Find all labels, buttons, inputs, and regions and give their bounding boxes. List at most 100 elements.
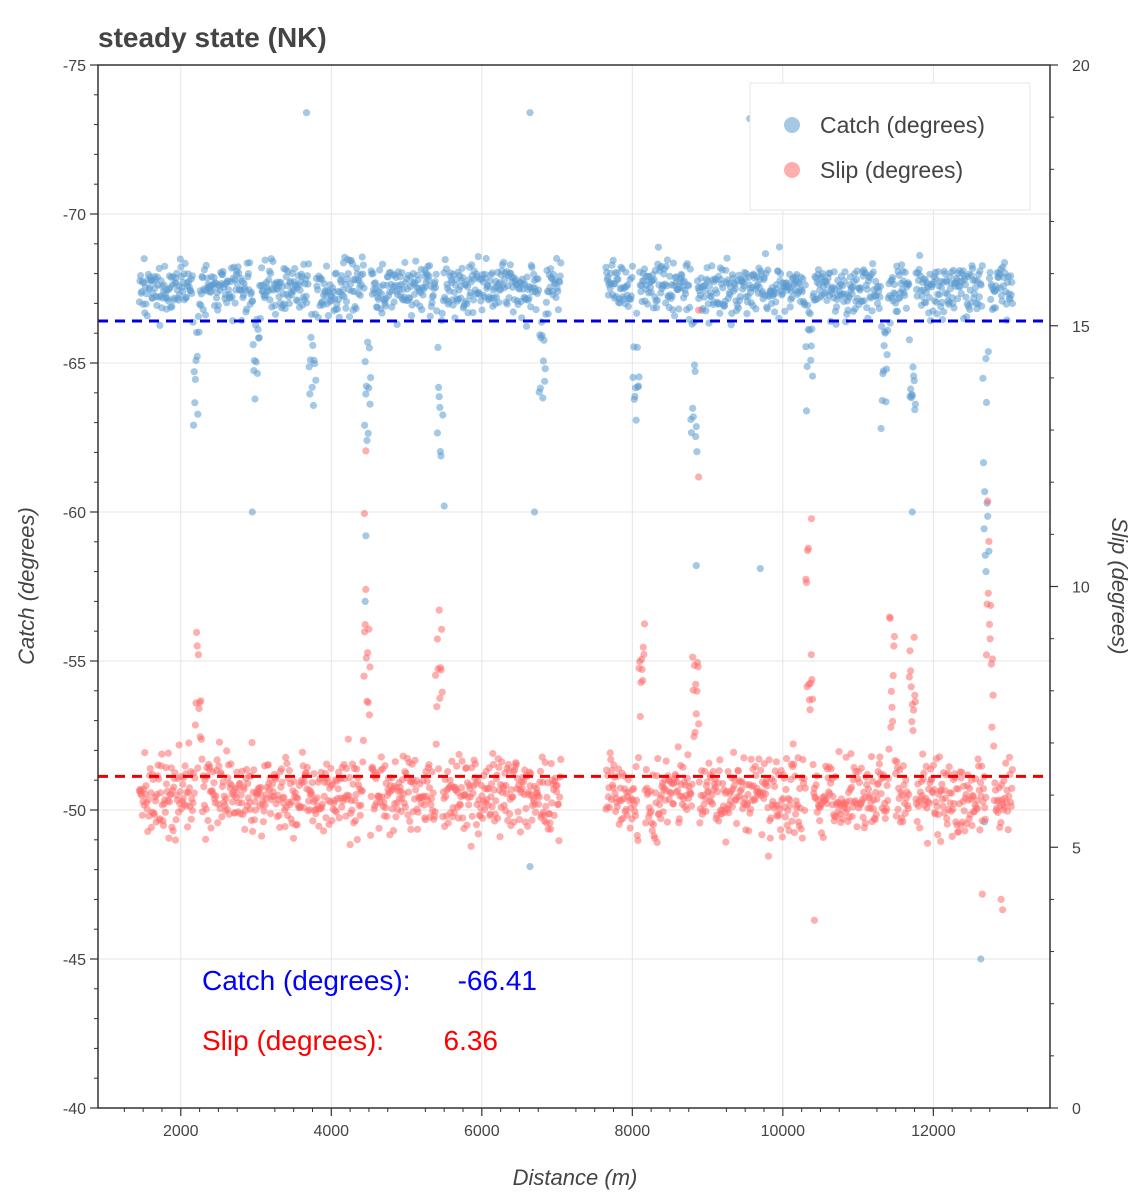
slip-point [342,764,351,773]
legend-marker-slip [784,162,800,178]
catch-point [624,302,632,310]
slip-point [908,718,916,726]
slip-point [630,784,638,793]
slip-point [892,812,900,820]
catch-point [550,270,558,279]
slip-point [958,768,966,776]
catch-point [539,394,547,402]
slip-point [367,831,375,839]
catch-point [458,264,466,272]
slip-point [610,761,618,769]
catch-point [249,341,257,349]
slip-point [976,826,984,834]
slip-point [353,836,361,844]
slip-point [215,762,223,770]
catch-point [808,372,817,380]
slip-point [248,739,256,747]
slip-point [433,703,441,711]
slip-point [455,750,463,759]
slip-point [631,812,640,820]
slip-point [790,829,799,837]
slip-point [277,765,286,773]
slip-point [883,781,891,790]
slip-point [238,799,246,807]
catch-point [542,298,551,306]
slip-point [684,751,692,759]
catch-point [281,305,289,313]
slip-point [997,895,1005,904]
y2-tick-label: 20 [1072,58,1090,75]
catch-point [702,307,710,315]
slip-point [479,814,487,822]
catch-point [188,272,196,280]
slip-point [547,825,555,833]
slip-point [640,650,648,659]
slip-point [169,827,177,835]
slip-point [606,749,614,757]
slip-point [458,757,466,765]
catch-point [719,284,727,292]
slip-point [1007,802,1015,811]
slip-point [949,805,957,813]
slip-point [437,666,445,674]
catch-point [761,250,770,258]
slip-point [734,767,743,775]
slip-point [1008,766,1017,774]
catch-point [556,272,564,280]
slip-point [474,830,482,838]
x-tick-label: 4000 [313,1123,349,1140]
slip-point [256,790,264,798]
catch-point [984,512,992,520]
catch-point [234,263,242,271]
catch-point [393,320,401,328]
grid [98,64,1050,1109]
slip-point [536,767,545,776]
catch-point [414,276,422,284]
catch-point [736,293,744,301]
slip-point [911,698,920,706]
slip-point [626,824,634,832]
catch-point [365,384,373,392]
slip-point [535,800,543,808]
slip-point [991,779,999,787]
catch-point [763,305,771,313]
slip-point [662,757,670,765]
slip-point [510,818,518,826]
slip-point [634,754,643,762]
catch-point [406,295,414,303]
catch-point [339,286,347,294]
legend-box [749,82,1031,211]
slip-point [165,798,174,806]
catch-point [261,256,269,264]
slip-point [905,673,914,681]
catch-point [940,308,948,316]
catch-point [978,302,986,310]
catch-point [910,377,918,385]
slip-point [383,812,391,821]
catch-point [164,297,172,305]
catch-point [191,399,199,407]
y-tick-label: -60 [63,505,86,522]
slip-point [550,811,558,820]
slip-point [934,831,942,839]
slip-point [423,777,431,785]
catch-point [985,547,993,555]
slip-point [381,762,389,770]
slip-point [788,817,796,825]
catch-point [922,299,930,307]
catch-point [982,355,990,363]
catch-point [937,283,945,292]
catch-point [505,294,513,302]
slip-point [781,813,790,821]
catch-point [457,294,465,302]
slip-point [204,816,212,825]
slip-point [546,819,554,827]
slip-point [179,794,187,802]
catch-point [435,383,443,391]
catch-point [366,400,374,408]
slip-point [746,805,755,813]
slip-point [413,825,422,833]
slip-point [889,717,897,726]
slip-point [227,760,235,768]
slip-point [985,537,993,546]
